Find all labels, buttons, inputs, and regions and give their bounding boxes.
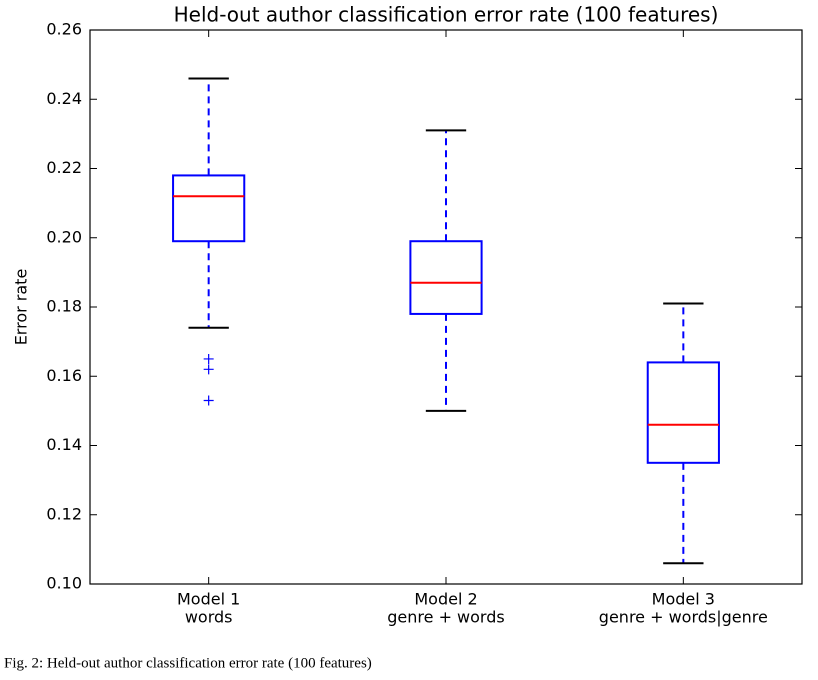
y-tick-label: 0.16 xyxy=(46,366,82,385)
box xyxy=(646,361,720,464)
box xyxy=(172,174,246,243)
y-tick-label: 0.24 xyxy=(46,89,82,108)
x-tick-label: words xyxy=(185,608,233,627)
x-tick-label: Model 1 xyxy=(177,590,240,609)
x-tick-label: genre + words xyxy=(387,608,504,627)
flier xyxy=(203,395,214,406)
box xyxy=(409,240,483,315)
y-tick-label: 0.12 xyxy=(46,504,82,523)
x-tick-label: Model 2 xyxy=(414,590,477,609)
chart-title: Held-out author classification error rat… xyxy=(174,3,719,27)
y-tick-label: 0.20 xyxy=(46,227,82,246)
caption: Fig. 2: Held-out author classification e… xyxy=(4,655,372,671)
flier xyxy=(203,364,214,375)
y-tick-label: 0.22 xyxy=(46,158,82,177)
plot-frame xyxy=(89,29,803,585)
y-axis-label: Error rate xyxy=(12,269,31,346)
y-tick-label: 0.26 xyxy=(46,20,82,39)
y-tick-label: 0.18 xyxy=(46,297,82,316)
flier xyxy=(203,353,214,364)
x-tick-label: Model 3 xyxy=(652,590,715,609)
y-tick-label: 0.14 xyxy=(46,435,82,454)
x-tick-label: genre + words|genre xyxy=(599,608,768,627)
y-tick-label: 0.10 xyxy=(46,574,82,593)
